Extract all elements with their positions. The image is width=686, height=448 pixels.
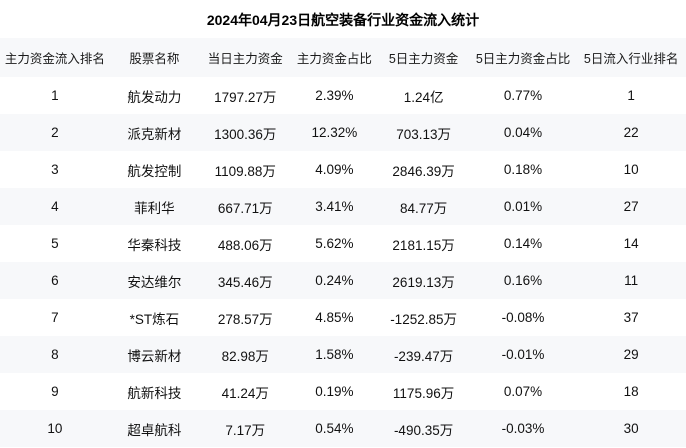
- table-cell: 9: [51, 384, 59, 399]
- capital-inflow-table: 主力资金流入排名 股票名称 当日主力资金 主力资金占比 5日主力资金 5日主力资金占比 5日…: [0, 38, 686, 447]
- table-cell: 1: [51, 88, 59, 103]
- column-header: 5日流入行业排名: [583, 52, 679, 66]
- table-cell: 82.98万: [221, 348, 269, 364]
- table-cell: 6: [51, 273, 59, 288]
- table-cell: 安达维尔: [127, 274, 182, 290]
- table-cell: 27: [623, 199, 639, 214]
- table-cell: 37: [623, 310, 639, 325]
- table-cell: 3.41%: [315, 199, 354, 214]
- table-cell: 0.18%: [503, 162, 543, 177]
- table-cell: 0.54%: [315, 421, 354, 436]
- table-row: 6 安达维尔 345.46万 0.24% 2619.13万 0.16% 11: [0, 262, 686, 299]
- table-cell: 0.16%: [503, 273, 543, 288]
- table-cell: 0.14%: [503, 236, 543, 251]
- table-cell: *ST炼石: [129, 311, 180, 327]
- table-cell: 5: [51, 236, 59, 251]
- table-header-row: 主力资金流入排名 股票名称 当日主力资金 主力资金占比 5日主力资金 5日主力资金占比 5日…: [0, 38, 686, 77]
- table-cell: 2: [51, 125, 59, 140]
- table-cell: 0.19%: [315, 384, 354, 399]
- column-header: 主力资金流入排名: [4, 52, 105, 66]
- table-cell: -0.08%: [501, 310, 545, 325]
- table-cell: 1.24亿: [403, 89, 444, 105]
- column-header: 主力资金占比: [296, 52, 372, 66]
- table-cell: 8: [51, 347, 59, 362]
- table-row: 1 航发动力 1797.27万 2.39% 1.24亿 0.77% 1: [0, 77, 686, 114]
- table-cell: 30: [623, 421, 639, 436]
- table-cell: 超卓航科: [127, 422, 182, 438]
- table-row: 7 *ST炼石 278.57万 4.85% -1252.85万 -0.08% 37: [0, 299, 686, 336]
- table-cell: 菲利华: [134, 200, 175, 216]
- table-cell: 41.24万: [221, 385, 269, 401]
- table-cell: 2619.13万: [392, 274, 455, 290]
- table-cell: 0.24%: [315, 273, 354, 288]
- table-cell: 3: [51, 162, 59, 177]
- table-cell: 1175.96万: [392, 385, 455, 401]
- table-cell: 航发动力: [127, 89, 182, 105]
- table-cell: -239.47万: [393, 348, 454, 364]
- table-cell: 7: [51, 310, 59, 325]
- table-body: 1 航发动力 1797.27万 2.39% 1.24亿 0.77% 1 2 派克新材 1300.3…: [0, 77, 686, 447]
- table-cell: -0.03%: [501, 421, 545, 436]
- column-header: 当日主力资金: [207, 52, 283, 66]
- table-cell: 12.32%: [311, 125, 358, 140]
- table-cell: 4.09%: [315, 162, 354, 177]
- table-cell: 18: [623, 384, 639, 399]
- table-cell: 2.39%: [315, 88, 354, 103]
- table-cell: 航新科技: [127, 385, 182, 401]
- table-cell: 1.58%: [315, 347, 354, 362]
- table-cell: 0.04%: [503, 125, 543, 140]
- page-title: 2024年04月23日航空装备行业资金流入统计: [206, 12, 480, 28]
- table-cell: 29: [623, 347, 639, 362]
- table-cell: 667.71万: [217, 200, 273, 216]
- table-cell: 10: [47, 421, 63, 436]
- table-cell: -1252.85万: [390, 311, 457, 327]
- table-cell: 7.17万: [225, 422, 266, 438]
- table-cell: 10: [623, 162, 639, 177]
- table-cell: 派克新材: [127, 126, 182, 142]
- table-cell: 1797.27万: [214, 89, 277, 105]
- table-cell: 博云新材: [127, 348, 182, 364]
- table-cell: 1300.36万: [214, 126, 277, 142]
- table-cell: 5.62%: [315, 236, 354, 251]
- table-cell: 航发控制: [127, 163, 182, 179]
- table-row: 5 华秦科技 488.06万 5.62% 2181.15万 0.14% 14: [0, 225, 686, 262]
- table-cell: 488.06万: [217, 237, 273, 253]
- table-head: 主力资金流入排名 股票名称 当日主力资金 主力资金占比 5日主力资金 5日主力资金占比 5日…: [0, 38, 686, 77]
- table-cell: 703.13万: [396, 126, 451, 142]
- column-header: 5日主力资金: [388, 52, 459, 66]
- table-cell: 0.07%: [503, 384, 543, 399]
- table-cell: 2846.39万: [392, 163, 455, 179]
- table-row: 4 菲利华 667.71万 3.41% 84.77万 0.01% 27: [0, 188, 686, 225]
- table-cell: 1: [627, 88, 635, 103]
- table-cell: 华秦科技: [127, 237, 182, 253]
- table-cell: 278.57万: [217, 311, 273, 327]
- column-header: 股票名称: [129, 52, 180, 66]
- table-cell: -490.35万: [393, 422, 454, 438]
- table-row: 8 博云新材 82.98万 1.58% -239.47万 -0.01% 29: [0, 336, 686, 373]
- table-cell: 14: [623, 236, 639, 251]
- table-cell: 0.01%: [503, 199, 543, 214]
- table-cell: 11: [624, 273, 639, 288]
- table-cell: 345.46万: [217, 274, 273, 290]
- table-cell: 4.85%: [315, 310, 354, 325]
- table-row: 9 航新科技 41.24万 0.19% 1175.96万 0.07% 18: [0, 373, 686, 410]
- table-row: 10 超卓航科 7.17万 0.54% -490.35万 -0.03% 30: [0, 410, 686, 447]
- table-cell: 84.77万: [399, 200, 448, 216]
- table-cell: 4: [51, 199, 59, 214]
- column-header: 5日主力资金占比: [475, 52, 571, 66]
- table-cell: 0.77%: [503, 88, 543, 103]
- table-row: 3 航发控制 1109.88万 4.09% 2846.39万 0.18% 10: [0, 151, 686, 188]
- table-row: 2 派克新材 1300.36万 12.32% 703.13万 0.04% 22: [0, 114, 686, 151]
- table-cell: 22: [623, 125, 639, 140]
- table-cell: 1109.88万: [214, 163, 276, 179]
- table-cell: -0.01%: [501, 347, 545, 362]
- table-cell: 2181.15万: [392, 237, 455, 253]
